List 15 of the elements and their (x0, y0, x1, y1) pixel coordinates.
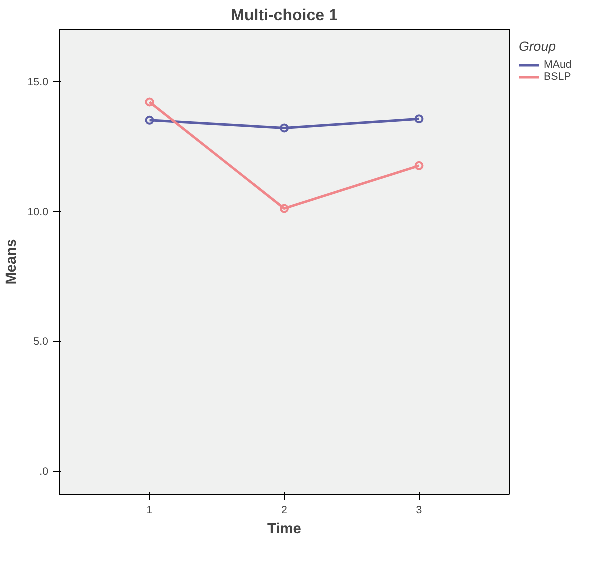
legend-title: Group (519, 39, 558, 54)
legend-label: MAud (544, 59, 572, 71)
y-tick-label: 10.0 (28, 206, 49, 218)
y-tick-label: 15.0 (28, 76, 49, 88)
x-tick-label: 2 (282, 504, 288, 516)
point (280, 124, 289, 133)
y-tick-label: 5.0 (34, 336, 49, 348)
legend-label: BSLP (544, 71, 572, 83)
chart-title: Multi-choice 1 (231, 8, 338, 24)
y-tick-label: .0 (40, 466, 49, 478)
y-axis-title: Means (4, 239, 20, 285)
x-tick-label: 3 (416, 504, 422, 516)
x-axis-title: Time (268, 522, 302, 538)
point (280, 204, 289, 214)
x-tick-label: 1 (146, 504, 153, 516)
